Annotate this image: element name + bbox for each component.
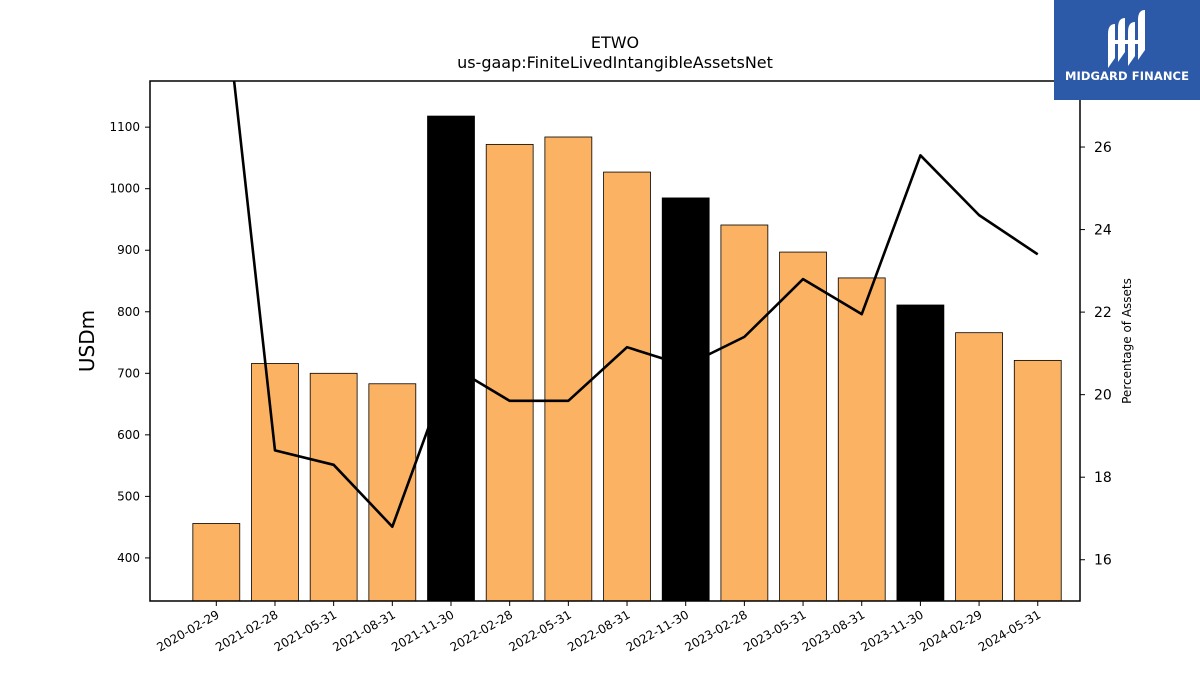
y2-tick-label: 16 [1094,553,1112,569]
x-tick-label: 2023-02-28 [682,607,749,654]
x-tick-label: 2023-08-31 [800,607,867,654]
x-tick-label: 2021-11-30 [389,607,456,654]
x-tick-label: 2021-02-28 [213,607,280,654]
bar-2024-02-29 [955,332,1003,602]
bar-2021-08-31 [368,383,417,602]
chart-title: ETWO [591,33,639,52]
y2-axis-label: Percentage of Assets [1120,278,1134,404]
x-tick-label: 2021-08-31 [330,607,397,654]
y-tick-label: 500 [117,489,140,503]
x-tick-label: 2022-05-31 [506,607,573,654]
x-tick-label: 2021-05-31 [272,607,339,654]
bar-2023-05-31 [779,251,827,602]
midgard-finance-logo: MIDGARD FINANCE [1054,0,1200,100]
bar-2021-05-31 [309,372,358,602]
bar-2022-11-30 [661,197,710,602]
bars-group [192,115,1062,602]
x-tick-label: 2022-02-28 [448,607,515,654]
logo-mark-icon [1108,10,1145,68]
bar-2021-11-30 [427,115,475,602]
bar-2020-02-29 [192,523,241,602]
x-tick-label: 2022-11-30 [624,607,691,654]
percentage-line [232,81,1039,529]
chart-subtitle: us-gaap:FiniteLivedIntangibleAssetsNet [457,53,773,72]
bar-2024-05-31 [1013,359,1062,602]
y-tick-label: 800 [117,305,140,319]
x-tick-label: 2020-02-29 [154,607,221,654]
y-tick-label: 400 [117,551,140,565]
x-tick-label: 2024-05-31 [976,607,1043,654]
x-tick-label: 2023-05-31 [741,607,808,654]
bar-2022-02-28 [485,143,534,602]
bar-2021-02-28 [251,363,299,602]
bar-2022-05-31 [544,136,593,602]
y2-tick-label: 18 [1094,470,1112,486]
y2-tick-label: 26 [1094,140,1112,156]
bar-2023-11-30 [896,304,945,602]
y2-tick-label: 22 [1094,305,1112,321]
line-group [232,81,1039,529]
y-tick-label: 1100 [109,120,140,134]
x-tick-label: 2023-11-30 [858,607,925,654]
plot-frame [149,80,1081,602]
bar-2023-02-28 [720,224,769,602]
x-tick-label: 2024-02-29 [917,607,984,654]
bar-2023-08-31 [837,277,886,602]
y-tick-label: 700 [117,366,140,380]
bar-2022-08-31 [603,171,651,602]
y-tick-label: 1000 [109,182,140,196]
y2-tick-label: 20 [1094,388,1112,404]
y-tick-label: 900 [117,243,140,257]
y-axis-label: USDm [75,310,99,372]
y-tick-label: 600 [117,428,140,442]
x-tick-label: 2022-08-31 [565,607,632,654]
logo-text: MIDGARD FINANCE [1064,69,1190,83]
y2-tick-label: 24 [1094,223,1112,239]
